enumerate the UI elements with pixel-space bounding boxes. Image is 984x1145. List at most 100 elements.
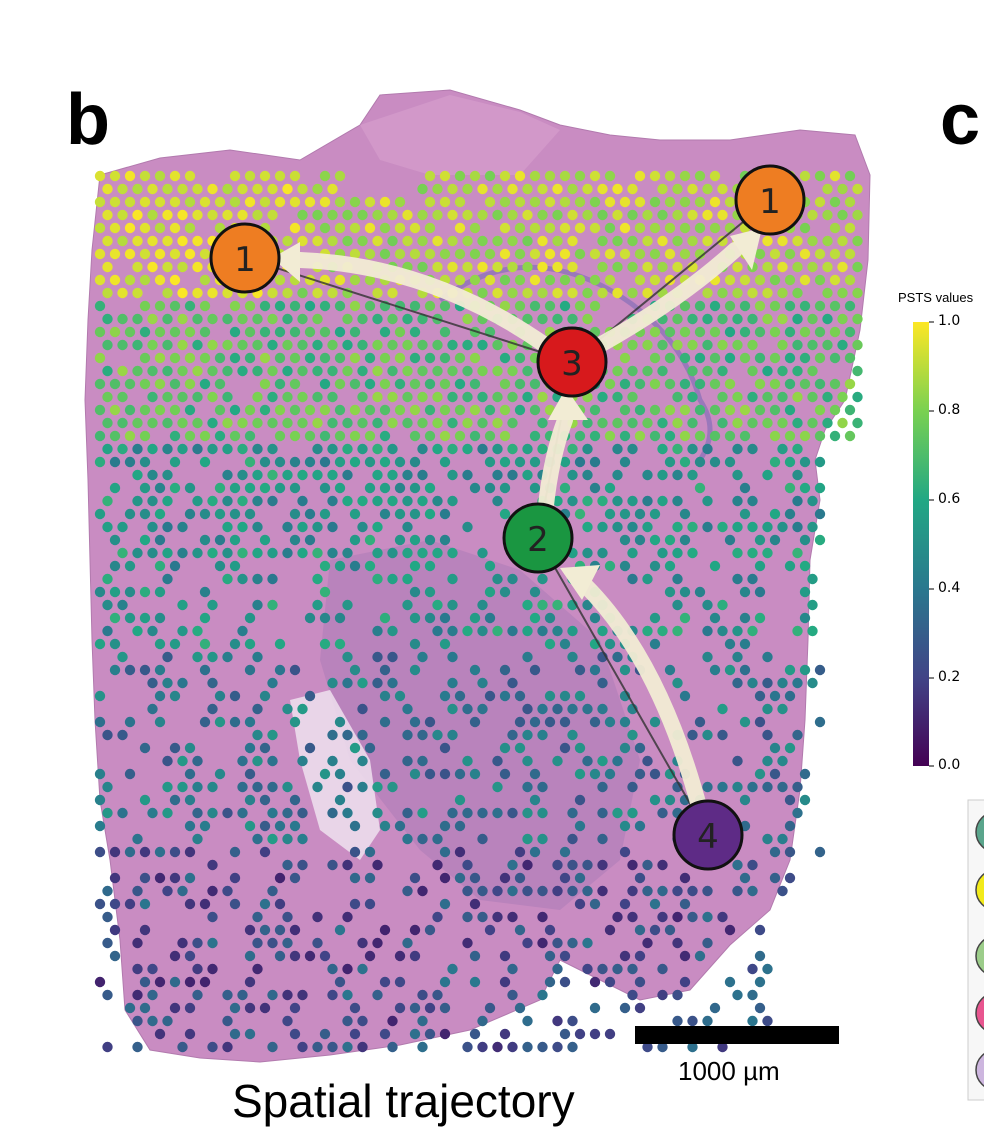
tissue-spot bbox=[612, 417, 623, 429]
tissue-spot bbox=[642, 859, 653, 871]
tissue-spot bbox=[102, 989, 113, 1001]
tissue-spot bbox=[139, 534, 151, 546]
tissue-spot bbox=[694, 300, 706, 312]
tissue-spot bbox=[312, 287, 323, 299]
tissue-spot bbox=[469, 612, 481, 624]
tissue-spot bbox=[297, 287, 308, 299]
tissue-spot bbox=[604, 768, 616, 780]
tissue-spot bbox=[702, 443, 713, 455]
tissue-spot bbox=[237, 781, 248, 793]
tissue-spot bbox=[432, 495, 443, 507]
tissue-spot bbox=[612, 261, 623, 273]
tissue-spot bbox=[784, 326, 796, 338]
tissue-spot bbox=[852, 417, 863, 429]
tissue-spot bbox=[147, 261, 158, 273]
tissue-spot bbox=[102, 573, 113, 585]
tissue-spot bbox=[282, 365, 293, 377]
tissue-spot bbox=[169, 482, 181, 494]
tissue-spot bbox=[424, 768, 436, 780]
tissue-spot bbox=[627, 911, 638, 923]
tissue-spot bbox=[372, 287, 383, 299]
tissue-spot bbox=[492, 911, 503, 923]
tissue-spot bbox=[567, 495, 578, 507]
tissue-spot bbox=[844, 300, 856, 312]
tissue-spot bbox=[664, 534, 676, 546]
tissue-spot bbox=[154, 846, 166, 858]
node-4[interactable]: 4 bbox=[672, 799, 744, 871]
tissue-spot bbox=[672, 495, 683, 507]
tissue-spot bbox=[567, 703, 578, 715]
tissue-spot bbox=[484, 248, 496, 260]
tissue-spot bbox=[177, 443, 188, 455]
tissue-spot bbox=[829, 196, 841, 208]
tissue-spot bbox=[94, 456, 106, 468]
tissue-spot bbox=[222, 183, 233, 195]
tissue-spot bbox=[319, 430, 331, 442]
tissue-spot bbox=[394, 820, 406, 832]
tissue-spot bbox=[117, 183, 128, 195]
tissue-spot bbox=[304, 456, 316, 468]
tissue-spot bbox=[537, 911, 548, 923]
tissue-spot bbox=[424, 716, 436, 728]
tissue-spot bbox=[709, 196, 721, 208]
tissue-spot bbox=[589, 612, 601, 624]
tissue-spot bbox=[739, 352, 751, 364]
tissue-spot bbox=[777, 365, 788, 377]
tissue-spot bbox=[702, 235, 713, 247]
tissue-spot bbox=[357, 1015, 368, 1027]
tissue-spot bbox=[327, 235, 338, 247]
node-2[interactable]: 2 bbox=[502, 502, 574, 574]
tissue-spot bbox=[702, 521, 713, 533]
tissue-spot bbox=[529, 482, 541, 494]
tissue-spot bbox=[664, 404, 676, 416]
tissue-spot bbox=[342, 235, 353, 247]
tissue-spot bbox=[297, 495, 308, 507]
tissue-spot bbox=[477, 625, 488, 637]
tissue-spot bbox=[387, 443, 398, 455]
tissue-spot bbox=[409, 612, 421, 624]
tissue-spot bbox=[282, 183, 293, 195]
tissue-spot bbox=[619, 846, 631, 858]
tissue-spot bbox=[282, 235, 293, 247]
tissue-spot bbox=[244, 482, 256, 494]
tissue-spot bbox=[409, 248, 421, 260]
tissue-spot bbox=[169, 352, 181, 364]
tissue-spot bbox=[544, 170, 556, 182]
panel-label-c: c bbox=[940, 80, 981, 160]
tissue-spot bbox=[192, 417, 203, 429]
node-3[interactable]: 3 bbox=[536, 326, 608, 398]
tissue-spot bbox=[387, 417, 398, 429]
tissue-spot bbox=[514, 690, 526, 702]
tissue-spot bbox=[762, 781, 773, 793]
arrowhead-to-1-left bbox=[272, 242, 300, 282]
tissue-spot bbox=[672, 989, 683, 1001]
tissue-spot bbox=[154, 352, 166, 364]
tissue-spot bbox=[664, 560, 676, 572]
tissue-spot bbox=[477, 1015, 488, 1027]
tissue-spot bbox=[169, 378, 181, 390]
tissue-spot bbox=[762, 287, 773, 299]
tissue-spot bbox=[417, 755, 428, 767]
tissue-spot bbox=[162, 365, 173, 377]
tissue-spot bbox=[417, 495, 428, 507]
tissue-spot bbox=[507, 989, 518, 1001]
tissue-spot bbox=[94, 300, 106, 312]
tissue-spot bbox=[829, 274, 841, 286]
tissue-spot bbox=[379, 326, 391, 338]
tissue-spot bbox=[717, 599, 728, 611]
tissue-spot bbox=[229, 300, 241, 312]
tissue-spot bbox=[327, 209, 338, 221]
tissue-spot bbox=[289, 352, 301, 364]
node-1-right[interactable]: 1 bbox=[734, 164, 806, 236]
node-1-left[interactable]: 1 bbox=[209, 222, 281, 294]
tissue-spot bbox=[402, 365, 413, 377]
tissue-spot bbox=[837, 287, 848, 299]
tissue-spot bbox=[357, 417, 368, 429]
arrow-3-to-1-left bbox=[292, 252, 553, 353]
tissue-spot bbox=[784, 300, 796, 312]
tissue-spot bbox=[799, 794, 811, 806]
tissue-spot bbox=[469, 664, 481, 676]
tissue-spot bbox=[409, 768, 421, 780]
tissue-spot bbox=[327, 1041, 338, 1053]
tissue-spot bbox=[304, 508, 316, 520]
